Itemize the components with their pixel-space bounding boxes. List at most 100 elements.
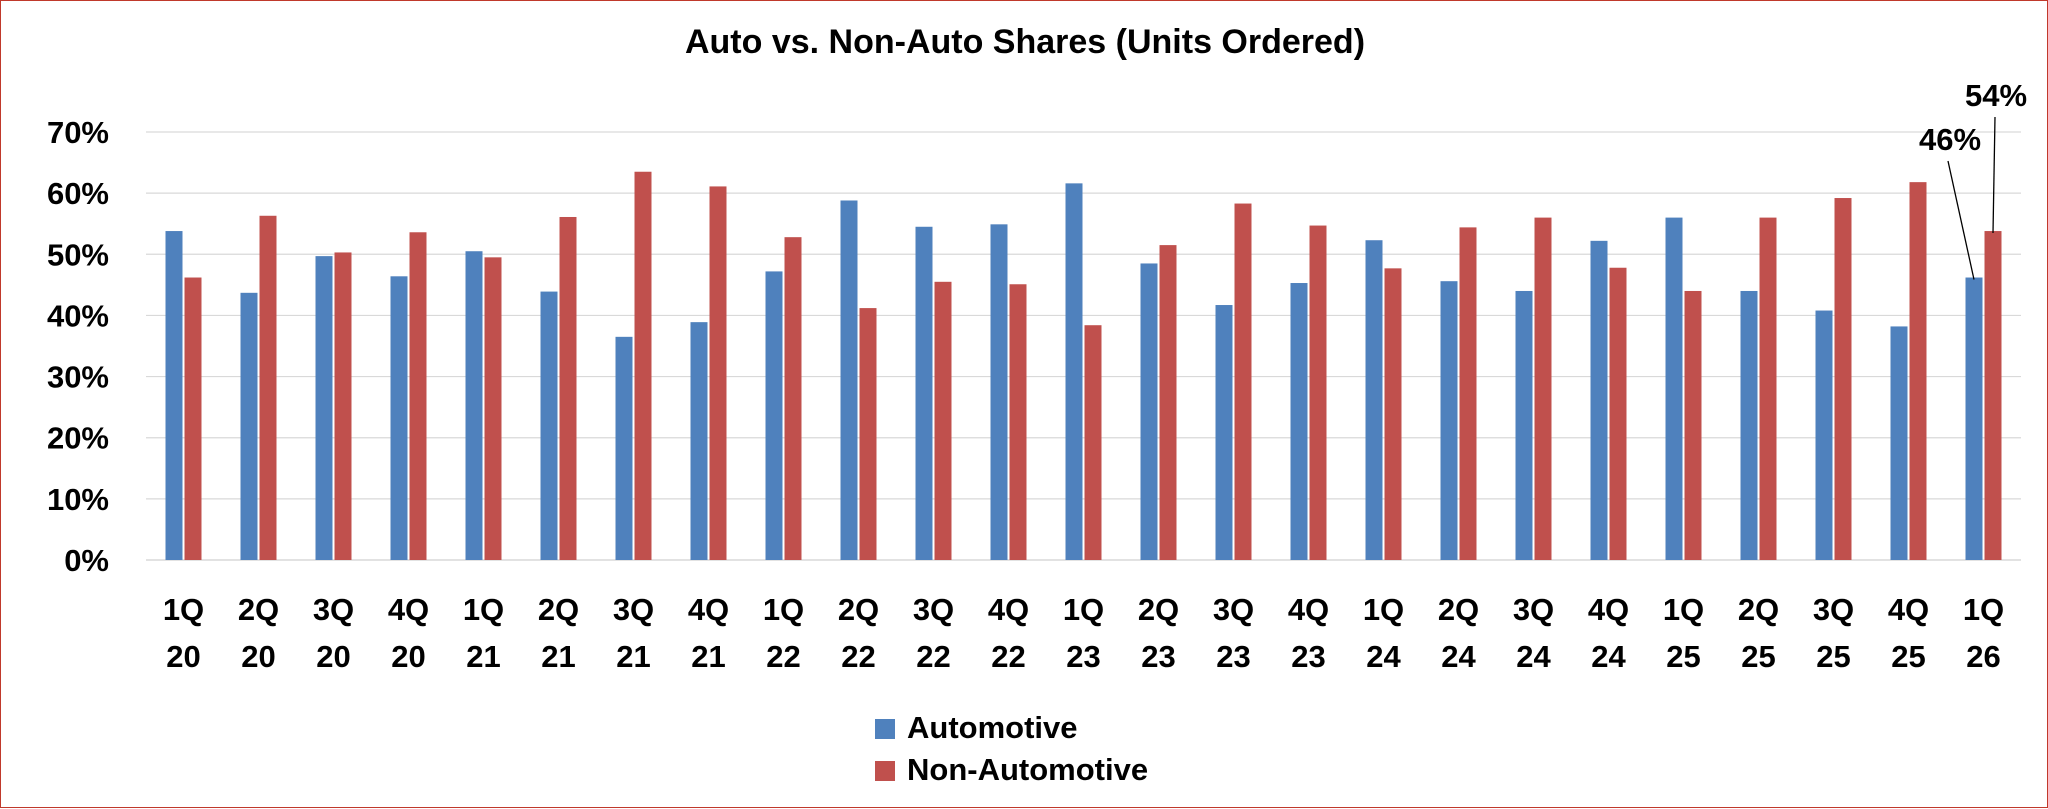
x-tick-label: 25 bbox=[1891, 639, 1925, 674]
x-tick-label: 4Q bbox=[688, 592, 729, 627]
x-tick-label: 4Q bbox=[388, 592, 429, 627]
x-tick-label: 4Q bbox=[988, 592, 1029, 627]
bar-non-automotive bbox=[634, 171, 652, 561]
x-tick-label: 25 bbox=[1741, 639, 1775, 674]
bar-non-automotive bbox=[1459, 227, 1477, 560]
callout-line bbox=[1992, 116, 1996, 234]
bar-non-automotive bbox=[484, 257, 502, 560]
bar-automotive bbox=[1890, 326, 1908, 560]
bar-non-automotive bbox=[184, 277, 202, 560]
bar-automotive bbox=[1290, 283, 1308, 560]
bar-automotive bbox=[1440, 281, 1458, 560]
bar-automotive bbox=[1590, 240, 1608, 560]
gridlines bbox=[146, 131, 2021, 561]
x-tick-label: 21 bbox=[691, 639, 725, 674]
y-tick-label: 0% bbox=[64, 543, 109, 578]
legend-label: Automotive bbox=[907, 710, 1078, 745]
bar-automotive bbox=[465, 251, 483, 561]
x-tick-label: 1Q bbox=[1363, 592, 1404, 627]
x-tick-label: 4Q bbox=[1288, 592, 1329, 627]
annotations: 46%54% bbox=[1919, 78, 2027, 280]
bar-non-automotive bbox=[1834, 198, 1852, 560]
y-tick-label: 40% bbox=[47, 298, 109, 333]
bar-non-automotive bbox=[559, 216, 577, 561]
bar-automotive bbox=[1740, 290, 1758, 560]
bar-automotive bbox=[390, 276, 408, 560]
bar-automotive bbox=[690, 322, 708, 560]
y-tick-label: 60% bbox=[47, 176, 109, 211]
bar-non-automotive bbox=[259, 215, 277, 560]
y-axis-tick-labels: 0% 10% 20% 30% 40% 50% 60% 70% bbox=[47, 115, 109, 578]
bar-automotive bbox=[1365, 240, 1383, 560]
bar-non-automotive bbox=[1684, 290, 1702, 560]
y-tick-label: 70% bbox=[47, 115, 109, 150]
bar-automotive bbox=[240, 292, 258, 560]
bar-non-automotive bbox=[859, 308, 877, 560]
bar-automotive bbox=[1215, 305, 1233, 560]
bar-non-automotive bbox=[1234, 203, 1252, 561]
x-tick-label: 22 bbox=[991, 639, 1025, 674]
bar-automotive bbox=[1515, 290, 1533, 560]
x-tick-label: 23 bbox=[1066, 639, 1100, 674]
bar-non-automotive bbox=[409, 232, 427, 560]
bar-non-automotive bbox=[1009, 284, 1027, 560]
x-tick-label: 3Q bbox=[1513, 592, 1554, 627]
bar-automotive bbox=[1065, 183, 1083, 561]
x-tick-label: 22 bbox=[916, 639, 950, 674]
bar-non-automotive bbox=[934, 281, 952, 560]
legend-swatch bbox=[875, 761, 895, 781]
bar-automotive bbox=[615, 336, 633, 560]
bar-non-automotive bbox=[1609, 267, 1627, 560]
y-tick-label: 10% bbox=[47, 482, 109, 517]
x-tick-label: 23 bbox=[1216, 639, 1250, 674]
x-tick-label: 25 bbox=[1816, 639, 1850, 674]
x-tick-label: 2Q bbox=[238, 592, 279, 627]
x-tick-label: 21 bbox=[466, 639, 500, 674]
bar-non-automotive bbox=[1309, 225, 1327, 561]
x-tick-label: 20 bbox=[241, 639, 275, 674]
x-tick-label: 21 bbox=[616, 639, 650, 674]
x-tick-label: 2Q bbox=[538, 592, 579, 627]
bar-automotive bbox=[540, 291, 558, 560]
bar-non-automotive bbox=[784, 237, 802, 561]
bar-automotive bbox=[1815, 310, 1833, 560]
x-tick-label: 24 bbox=[1516, 639, 1551, 674]
x-tick-label: 2Q bbox=[1138, 592, 1179, 627]
x-tick-label: 22 bbox=[766, 639, 800, 674]
x-tick-label: 24 bbox=[1441, 639, 1476, 674]
x-tick-label: 20 bbox=[391, 639, 425, 674]
x-tick-label: 26 bbox=[1966, 639, 2000, 674]
x-axis-tick-labels: 1Q 20 2Q 20 3Q 20 4Q 20 1Q 21 2Q 21 3Q 21 4Q 21 1Q 22 2Q 22… bbox=[163, 592, 2004, 674]
bar-non-automotive bbox=[1084, 325, 1102, 560]
bar-non-automotive bbox=[334, 252, 352, 560]
callout-line bbox=[1947, 160, 1975, 280]
bar-automotive bbox=[1665, 217, 1683, 560]
x-tick-label: 4Q bbox=[1588, 592, 1629, 627]
x-tick-label: 1Q bbox=[463, 592, 504, 627]
bar-non-automotive bbox=[1984, 231, 2002, 561]
x-tick-label: 2Q bbox=[838, 592, 879, 627]
data-label: 46% bbox=[1919, 122, 1981, 157]
x-tick-label: 25 bbox=[1666, 639, 1700, 674]
x-tick-label: 22 bbox=[841, 639, 875, 674]
x-tick-label: 1Q bbox=[163, 592, 204, 627]
x-tick-label: 20 bbox=[316, 639, 350, 674]
bar-automotive bbox=[990, 224, 1008, 560]
x-tick-label: 3Q bbox=[313, 592, 354, 627]
x-tick-label: 24 bbox=[1366, 639, 1401, 674]
y-tick-label: 50% bbox=[47, 237, 109, 272]
legend: Automotive Non-Automotive bbox=[875, 710, 1148, 787]
bar-non-automotive bbox=[1159, 245, 1177, 561]
x-tick-label: 4Q bbox=[1888, 592, 1929, 627]
x-tick-label: 1Q bbox=[1063, 592, 1104, 627]
bar-non-automotive bbox=[1909, 182, 1927, 560]
bar-automotive bbox=[1965, 277, 1983, 560]
data-label: 54% bbox=[1965, 78, 2027, 113]
bar-non-automotive bbox=[1534, 217, 1552, 560]
bar-non-automotive bbox=[1759, 217, 1777, 560]
x-tick-label: 2Q bbox=[1438, 592, 1479, 627]
bar-automotive bbox=[840, 200, 858, 561]
x-tick-label: 3Q bbox=[613, 592, 654, 627]
x-tick-label: 1Q bbox=[763, 592, 804, 627]
